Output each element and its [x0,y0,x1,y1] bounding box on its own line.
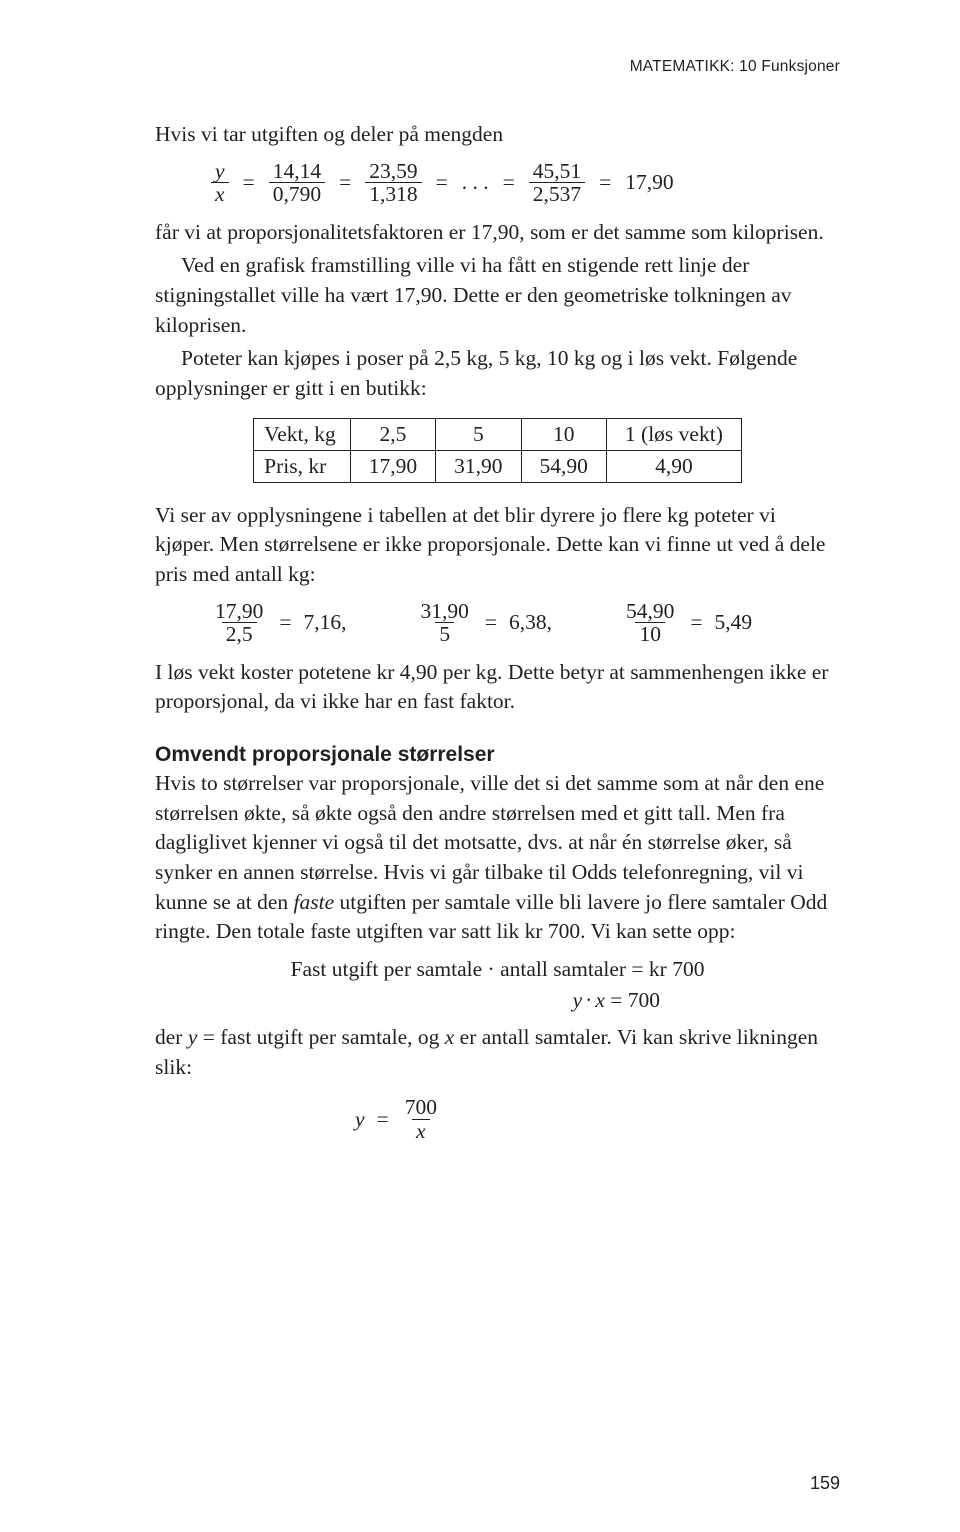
eq3-y: y [355,1107,365,1132]
paragraph-7: Hvis to størrelser var proporsjonale, vi… [155,769,840,947]
table-cell: 17,90 [350,450,435,482]
table-cell: 1 (løs vekt) [606,418,741,450]
frac-1-num: 14,14 [269,160,325,183]
ratio-3-val: 5,49 [715,610,753,635]
table-row: Vekt, kg 2,5 5 10 1 (løs vekt) [254,418,742,450]
frac-1-den: 0,790 [269,182,325,206]
paragraph-intro: Hvis vi tar utgiften og deler på mengden [155,120,840,150]
paragraph-8: der y = fast utgift per samtale, og x er… [155,1023,840,1082]
header-subject: MATEMATIKK: [630,58,735,75]
page: MATEMATIKK: 10 Funksjoner Hvis vi tar ut… [0,0,960,1532]
equals-5: = [595,171,615,195]
price-table: Vekt, kg 2,5 5 10 1 (løs vekt) Pris, kr … [253,418,742,483]
frac-3-den: 2,537 [529,182,585,206]
table-cell: 5 [436,418,521,450]
equals-1: = [239,171,259,195]
dots: . . . [462,171,489,195]
ratio-3: 54,90 10 = 5,49 [622,600,752,646]
frac-2: 23,59 1,318 [365,160,421,206]
eq3-den: x [412,1119,430,1143]
paragraph-4: Poteter kan kjøpes i poser på 2,5 kg, 5 … [155,344,840,403]
frac-yx: y x [211,160,229,206]
eq1-rhs: 17,90 [625,171,673,195]
ratio-1-den: 2,5 [222,622,257,646]
ratio-1: 17,90 2,5 = 7,16, [211,600,347,646]
page-number: 159 [810,1473,840,1494]
frac-2-den: 1,318 [365,182,421,206]
ratio-1-num: 17,90 [211,600,267,623]
table-cell: 2,5 [350,418,435,450]
ratio-2-num: 31,90 [417,600,473,623]
ratio-2: 31,90 5 = 6,38, [417,600,553,646]
eq2-line2: y·x = 700 [155,988,840,1013]
table-cell-label: Vekt, kg [254,418,351,450]
eq3-num: 700 [401,1096,441,1119]
equals-4: = [499,171,519,195]
ratio-2-val: 6,38, [509,610,552,635]
frac-3: 45,51 2,537 [529,160,585,206]
frac-yx-num: y [211,160,229,183]
equation-yx: y x = 14,14 0,790 = 23,59 1,318 = . . . … [211,160,840,206]
eq2-line1: Fast utgift per samtale · antall samtale… [291,957,705,981]
table-row: Pris, kr 17,90 31,90 54,90 4,90 [254,450,742,482]
paragraph-6: I løs vekt koster potetene kr 4,90 per k… [155,658,840,717]
ratio-2-den: 5 [435,622,454,646]
ratio-row: 17,90 2,5 = 7,16, 31,90 5 = 6,38, 54,90 … [211,600,840,646]
header-chapter: 10 Funksjoner [739,58,840,75]
paragraph-3: Ved en grafisk framstilling ville vi ha … [155,251,840,340]
table-cell: 4,90 [606,450,741,482]
subheading-omvendt: Omvendt proporsjonale størrelser [155,743,840,767]
ratio-1-val: 7,16, [304,610,347,635]
table-cell: 10 [521,418,606,450]
equation-fast-utgift: Fast utgift per samtale · antall samtale… [155,957,840,1013]
paragraph-5: Vi ser av opplysningene i tabellen at de… [155,501,840,590]
table-cell-label: Pris, kr [254,450,351,482]
paragraph-2: får vi at proporsjonalitetsfaktoren er 1… [155,218,840,248]
equation-y-700-x: y = 700 x [355,1096,840,1142]
ratio-3-num: 54,90 [622,600,678,623]
equals-3: = [432,171,452,195]
equals-2: = [335,171,355,195]
frac-3-num: 45,51 [529,160,585,183]
table-cell: 31,90 [436,450,521,482]
table-cell: 54,90 [521,450,606,482]
ratio-3-den: 10 [635,622,665,646]
frac-yx-den: x [211,182,229,206]
running-header: MATEMATIKK: 10 Funksjoner [155,58,840,76]
frac-1: 14,14 0,790 [269,160,325,206]
frac-2-num: 23,59 [365,160,421,183]
price-table-wrap: Vekt, kg 2,5 5 10 1 (løs vekt) Pris, kr … [155,418,840,483]
